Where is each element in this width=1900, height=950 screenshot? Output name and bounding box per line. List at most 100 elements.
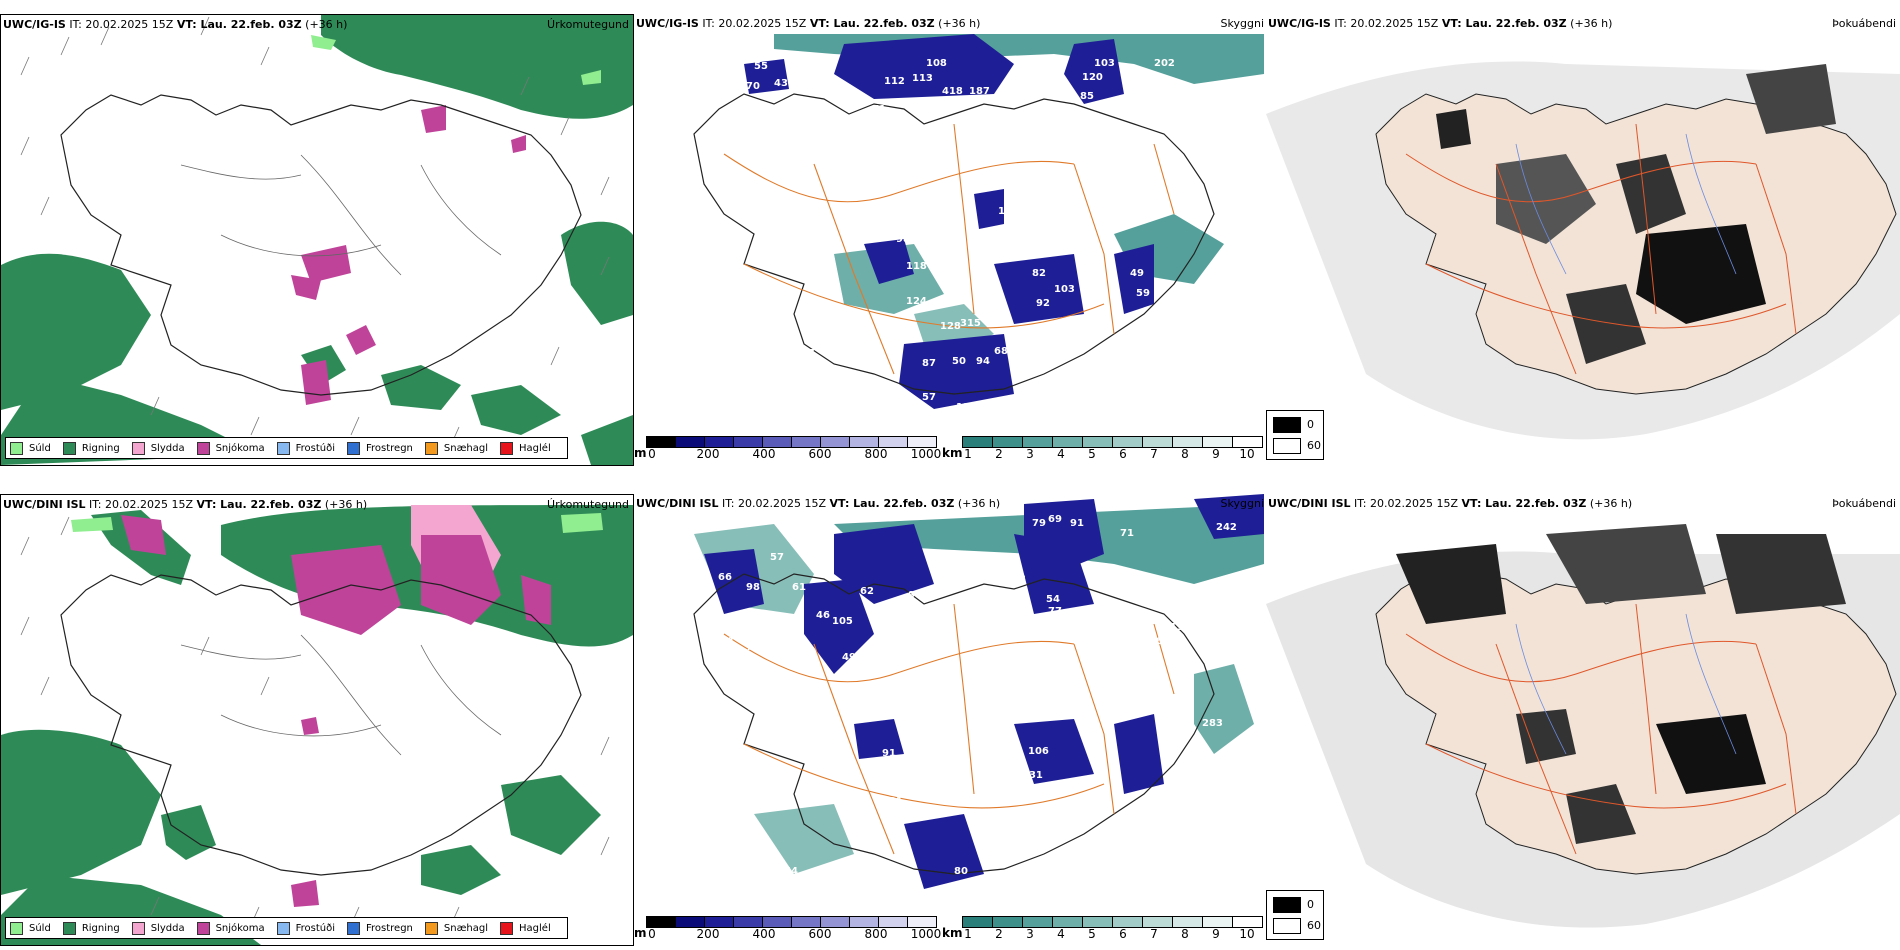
legend-item: Snjókoma	[196, 921, 265, 935]
rain-area	[581, 415, 633, 465]
ceiling-value-label: 43	[774, 78, 788, 89]
it-value: 20.02.2025 15Z	[1370, 497, 1459, 510]
cloud-visibility-map-top[interactable]: 55 70 43 108 112 113 418 187 975 669 103 120 85 202 10…	[634, 14, 1264, 464]
lead-time: (+36 h)	[938, 17, 981, 30]
rain-area	[161, 805, 216, 860]
ceiling-value-label: 71	[872, 104, 886, 115]
visibility-unit: km	[942, 926, 963, 940]
snow-area	[521, 575, 551, 625]
visibility-tick: 5	[1088, 927, 1096, 941]
visibility-colorbar: km 1 2 3 4 5 6 7 8 9 10	[942, 434, 1264, 464]
lead-time: (+36 h)	[324, 498, 368, 511]
ceiling-tick: 600	[808, 927, 832, 941]
ceiling-value-label: 131	[882, 796, 903, 807]
ceiling-value-label: 155	[1054, 656, 1075, 667]
ceiling-value-label: 92	[1036, 298, 1050, 309]
precip-type-map-bottom[interactable]: UWC/DINI ISL IT: 20.02.2025 15Z VT: Lau.…	[0, 494, 634, 946]
ceiling-value-label: 63	[1012, 574, 1026, 585]
rain-area	[1, 253, 151, 410]
ceiling-value-label: 81	[1024, 616, 1038, 627]
ceiling-value-label: 77	[866, 652, 880, 663]
ceiling-value-label: 87	[1012, 590, 1026, 601]
fog-dark-area	[1546, 524, 1706, 604]
land-area	[1375, 573, 1897, 875]
vt-label: VT: Lau. 22.feb. 03Z	[196, 498, 322, 511]
model-name: UWC/DINI ISL	[3, 498, 86, 511]
panel-header: UWC/DINI ISL IT: 20.02.2025 15Z VT: Lau.…	[3, 499, 367, 511]
precip-legend: Súld Rigning Slydda Snjókoma Frostúði Fr…	[5, 437, 568, 459]
ceiling-value-label: 225	[1102, 636, 1123, 647]
ceiling-area	[704, 549, 764, 614]
rain-area	[321, 15, 633, 119]
legend-item: Rigning	[62, 921, 120, 935]
wind-barbs	[20, 16, 610, 446]
road-network	[723, 123, 1175, 375]
visibility-tick: 2	[995, 927, 1003, 941]
ceiling-value-label: 113	[912, 73, 933, 84]
fog-legend: 0 60	[1266, 410, 1324, 460]
it-value: 20.02.2025 15Z	[718, 17, 807, 30]
visibility-tick: 8	[1181, 447, 1189, 461]
ceiling-area	[854, 719, 904, 759]
snow-area	[421, 105, 446, 133]
ceiling-value-label: 58	[808, 686, 822, 697]
road-network	[723, 603, 1175, 855]
legend-item: Snæhagl	[424, 921, 488, 935]
fog-dark-area	[1746, 64, 1836, 134]
drizzle-area	[71, 517, 113, 532]
ceiling-value-label: 91	[882, 748, 896, 759]
wind-barbs	[20, 516, 610, 926]
ceiling-unit: m	[634, 446, 647, 460]
ceiling-value-label: 57	[770, 552, 784, 563]
ceiling-area	[864, 239, 914, 284]
it-value: 20.02.2025 15Z	[85, 18, 174, 31]
ceiling-tick: 600	[808, 447, 832, 461]
ceiling-area	[994, 254, 1084, 324]
visibility-tick: 6	[1119, 927, 1127, 941]
rain-area	[561, 221, 633, 325]
snow-area	[301, 717, 319, 735]
panel-header: UWC/IG-IS IT: 20.02.2025 15Z VT: Lau. 22…	[3, 19, 347, 31]
drizzle-area	[581, 70, 601, 85]
ceiling-value-label: 90	[908, 590, 922, 601]
ceiling-value-label: 91	[1070, 518, 1084, 529]
road-network	[1405, 123, 1797, 375]
legend-item: Haglél	[500, 921, 551, 935]
visibility-ramp	[962, 916, 1263, 928]
visibility-tick: 5	[1088, 447, 1096, 461]
ceiling-value-label: 131	[1022, 770, 1043, 781]
rain-area	[421, 845, 501, 895]
lead-time: (+36 h)	[1589, 497, 1633, 510]
drizzle-area	[561, 513, 603, 533]
fog-index-map-bottom[interactable]: UWC/DINI ISL IT: 20.02.2025 15Z VT: Lau.…	[1266, 494, 1900, 944]
ceiling-value-label: 55	[754, 61, 768, 72]
ceiling-value-label: 101	[714, 636, 735, 647]
ceiling-tick: 400	[752, 927, 776, 941]
visibility-area	[754, 804, 854, 874]
precip-map-bottom-svg	[1, 495, 633, 945]
visibility-colorbar: km 1 2 3 4 5 6 7 8 9 10	[942, 914, 1264, 944]
legend-item: Snjókoma	[196, 441, 265, 455]
it-label: IT:	[1354, 497, 1367, 510]
ceiling-value-label: 87	[922, 358, 936, 369]
model-name: UWC/IG-IS	[1268, 17, 1331, 30]
ceiling-value-label: 80	[954, 866, 968, 877]
ceiling-value-label: 50	[802, 702, 816, 713]
fog-legend-label: 60	[1307, 439, 1321, 452]
fog-dark-area	[1656, 714, 1766, 794]
panel-title: Þokuábendi	[1832, 17, 1896, 30]
panel-header: UWC/IG-IS IT: 20.02.2025 15Z VT: Lau. 22…	[636, 18, 980, 30]
legend-item: Frostregn	[347, 441, 413, 455]
visibility-tick: 2	[995, 447, 1003, 461]
ceiling-value-label: 70	[746, 81, 760, 92]
fog-index-map-top[interactable]: UWC/IG-IS IT: 20.02.2025 15Z VT: Lau. 22…	[1266, 14, 1900, 464]
fog-legend-label: 0	[1307, 418, 1314, 431]
fog-dark-area	[1516, 709, 1576, 764]
precip-type-map-top[interactable]: UWC/IG-IS IT: 20.02.2025 15Z VT: Lau. 22…	[0, 14, 634, 466]
legend-item: Rigning	[62, 441, 120, 455]
fog-dark-area	[1566, 784, 1636, 844]
ceiling-value-label: 120	[1082, 72, 1103, 83]
cloud-visibility-map-bottom[interactable]: 79 69 91 71 242 57 66 98 61 62 90 63 87 54 85 77 81 216 18…	[634, 494, 1264, 944]
visibility-tick: 1	[964, 927, 972, 941]
